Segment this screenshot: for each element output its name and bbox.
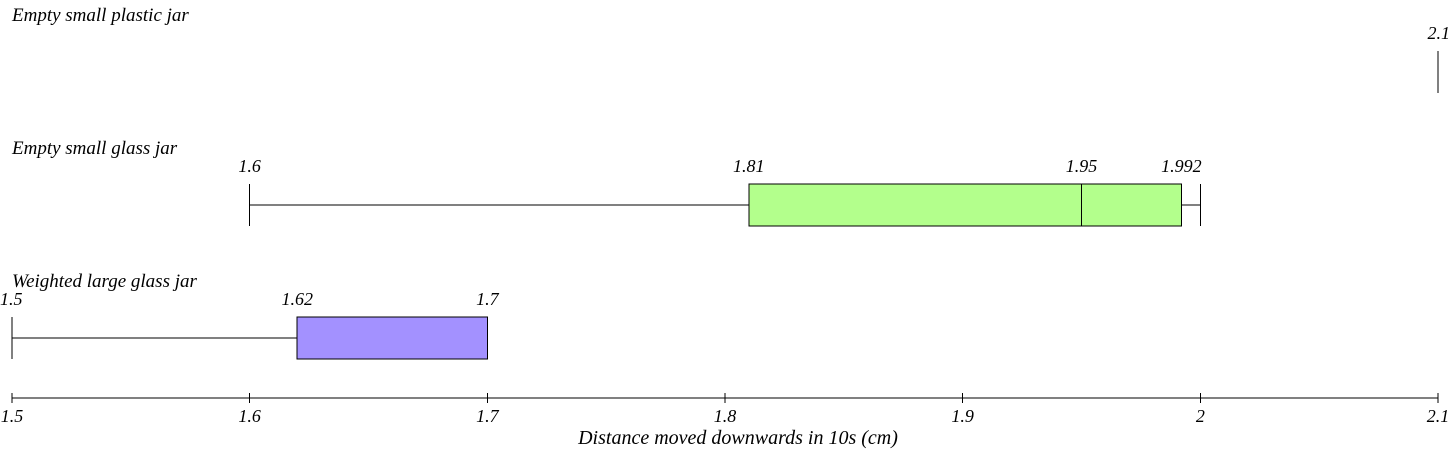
value-label: 1.5 bbox=[0, 289, 23, 309]
iqr-box bbox=[748, 183, 1182, 227]
x-tick-label: 2 bbox=[1196, 406, 1205, 426]
x-axis: 1.5 1.6 1.7 1.8 1.9 2 2.1 Distance moved downw… bbox=[1, 393, 1450, 449]
group-title: Weighted large glass jar bbox=[12, 271, 198, 292]
x-tick-label: 1.5 bbox=[1, 406, 24, 426]
value-label: 1.6 bbox=[238, 156, 261, 176]
value-label: 1.7 bbox=[476, 289, 500, 309]
x-tick-label: 1.8 bbox=[714, 406, 737, 426]
value-label: 2.1 bbox=[1428, 23, 1450, 43]
group-title: Empty small plastic jar bbox=[11, 5, 189, 26]
value-label: 1.62 bbox=[281, 289, 313, 309]
x-axis-title: Distance moved downwards in 10s (cm) bbox=[577, 427, 898, 449]
x-tick-label: 2.1 bbox=[1427, 406, 1450, 426]
box-group-empty-small-plastic-jar: Empty small plastic jar 2.1 bbox=[11, 5, 1450, 93]
value-label: 1.95 bbox=[1066, 156, 1098, 176]
x-tick-label: 1.7 bbox=[476, 406, 500, 426]
x-tick-label: 1.6 bbox=[238, 406, 261, 426]
x-tick-label: 1.9 bbox=[951, 406, 974, 426]
value-label: 1.81 bbox=[733, 156, 765, 176]
boxplot-groups: Empty small plastic jar 2.1 Empty small gl… bbox=[0, 5, 1450, 360]
value-label: 1.992 bbox=[1161, 156, 1202, 176]
group-title: Empty small glass jar bbox=[11, 138, 178, 159]
x-axis-ticks: 1.5 1.6 1.7 1.8 1.9 2 2.1 bbox=[1, 393, 1450, 426]
iqr-box bbox=[296, 316, 488, 360]
box-group-empty-small-glass-jar: Empty small glass jar 1.6 1.81 1.95 1.992 bbox=[11, 138, 1202, 227]
